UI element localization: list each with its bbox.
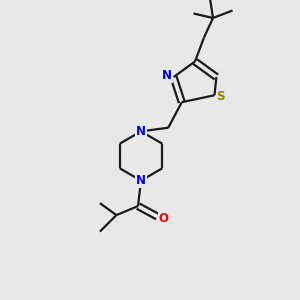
Text: N: N	[136, 174, 146, 187]
Text: N: N	[162, 69, 172, 82]
Text: O: O	[158, 212, 169, 225]
Text: S: S	[216, 90, 225, 103]
Text: N: N	[136, 125, 146, 138]
